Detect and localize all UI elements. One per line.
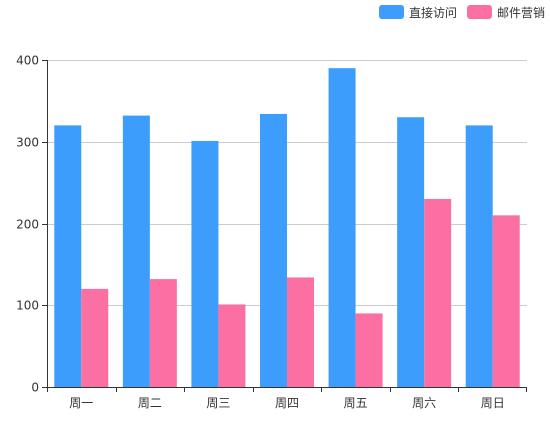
bar-series-2[interactable] xyxy=(492,215,520,387)
legend-label: 直接访问 xyxy=(409,5,457,20)
legend-swatch xyxy=(467,5,492,19)
x-tick-label: 周三 xyxy=(206,396,230,410)
bar-series-1[interactable] xyxy=(465,125,493,388)
x-tick-label: 周二 xyxy=(138,396,162,410)
y-tick-label: 0 xyxy=(31,381,39,395)
bar-series-1[interactable] xyxy=(328,68,356,388)
bar-series-2[interactable] xyxy=(355,313,383,387)
x-tick-label: 周一 xyxy=(69,396,93,410)
y-tick-label: 400 xyxy=(16,54,39,68)
bar-series-2[interactable] xyxy=(287,277,314,387)
bar-series-2[interactable] xyxy=(424,198,452,387)
bar-series-1[interactable] xyxy=(260,113,287,387)
bar-series-2[interactable] xyxy=(149,279,177,387)
bar-series-1[interactable] xyxy=(191,140,219,387)
legend-label: 邮件营销 xyxy=(497,6,545,20)
bar-series-2[interactable] xyxy=(81,288,109,387)
bar-series-1[interactable] xyxy=(122,115,150,387)
bar-series-1[interactable] xyxy=(54,125,82,388)
legend-item[interactable]: 直接访问 xyxy=(379,5,457,20)
legend-swatch xyxy=(379,5,404,19)
y-tick-label: 100 xyxy=(16,299,39,313)
x-tick-label: 周六 xyxy=(412,396,436,410)
x-tick-label: 周日 xyxy=(481,396,505,410)
legend-item[interactable]: 邮件营销 xyxy=(467,5,545,20)
bars-layer xyxy=(54,68,520,388)
bar-series-1[interactable] xyxy=(397,117,425,387)
x-tick-label: 周四 xyxy=(275,396,299,410)
x-tick-label: 周五 xyxy=(344,396,368,410)
legend[interactable]: 直接访问 邮件营销 xyxy=(379,5,545,20)
y-tick-label: 300 xyxy=(16,136,39,150)
bar-series-2[interactable] xyxy=(218,304,246,387)
axis-layer: 0 100 200 300 400 周一 周二 周三 周四 周五 周六 周日 xyxy=(16,54,527,410)
y-tick-label: 200 xyxy=(16,218,39,232)
